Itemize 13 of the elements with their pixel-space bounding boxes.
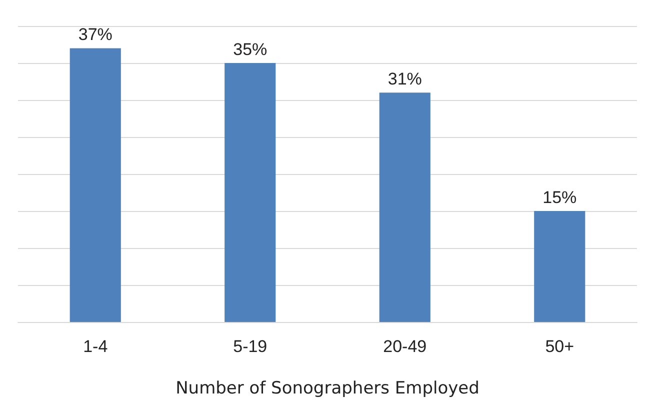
bar	[379, 92, 430, 322]
bar	[70, 48, 121, 322]
x-tick-label: 1-4	[83, 337, 108, 356]
data-label: 15%	[542, 188, 577, 207]
x-axis-title: Number of Sonographers Employed	[176, 378, 480, 398]
bar	[534, 211, 586, 322]
data-label: 37%	[78, 25, 112, 44]
bar	[224, 63, 276, 322]
data-label: 35%	[233, 40, 268, 59]
data-label: 31%	[388, 70, 422, 89]
x-tick-label: 20-49	[383, 337, 427, 356]
x-tick-label: 50+	[545, 337, 574, 356]
x-tick-label: 5-19	[233, 337, 268, 356]
